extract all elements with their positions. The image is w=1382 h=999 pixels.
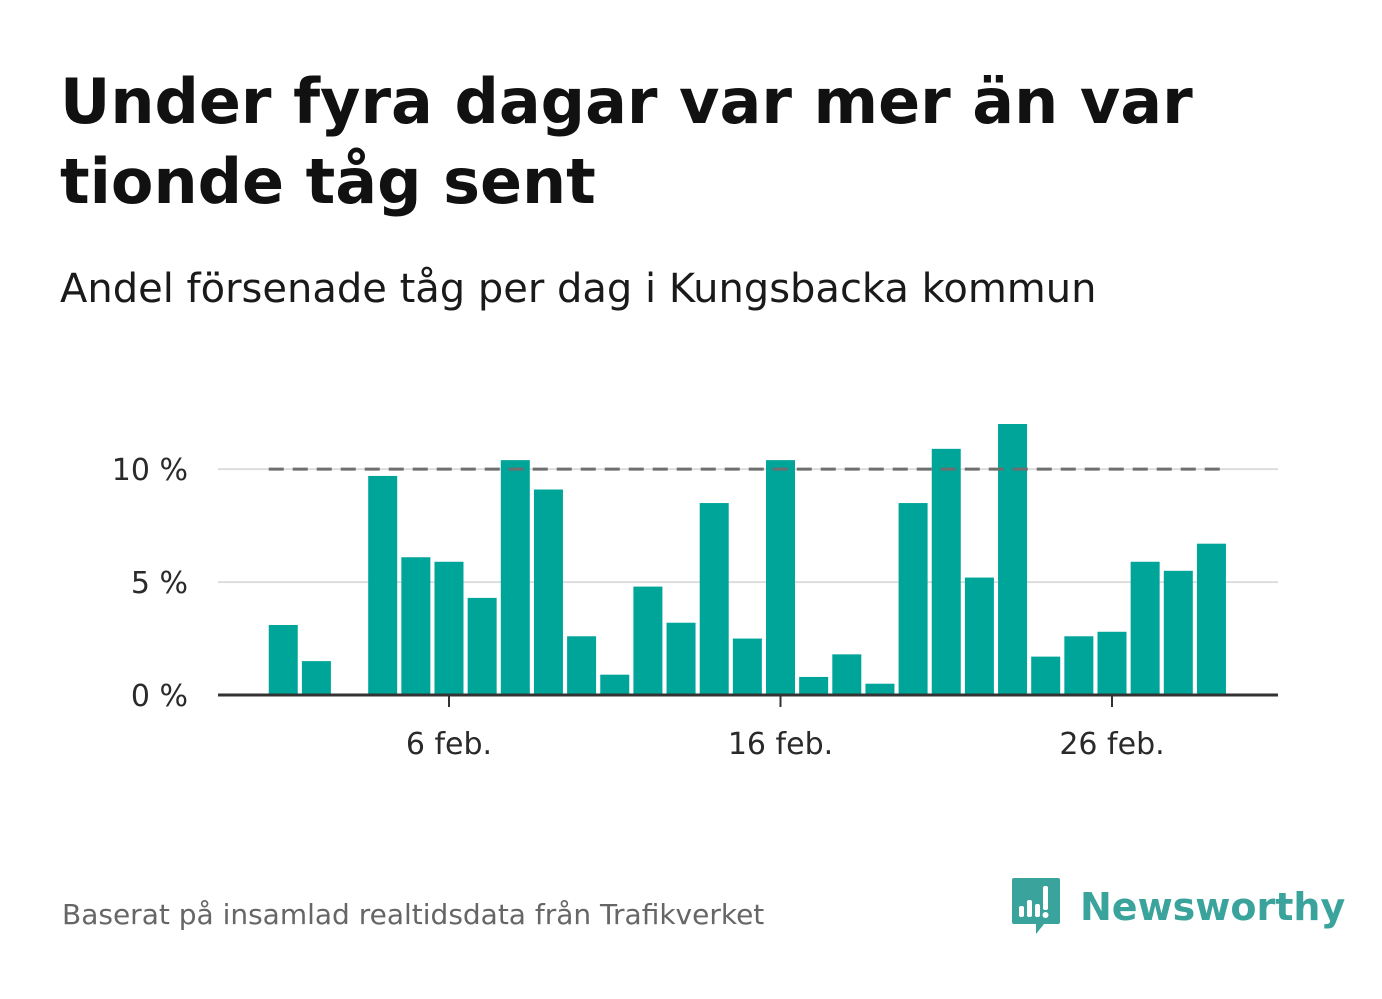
y-tick-label: 10 % <box>112 453 188 488</box>
y-tick-label: 5 % <box>131 566 188 601</box>
bar <box>600 674 630 695</box>
y-tick-label: 0 % <box>131 679 188 714</box>
bar <box>533 489 563 695</box>
brand-logo: Newsworthy <box>1010 876 1345 938</box>
bar <box>1064 636 1094 695</box>
bar <box>301 661 331 695</box>
x-tick-label: 16 feb. <box>728 727 833 762</box>
bar <box>401 557 431 695</box>
brand-name: Newsworthy <box>1080 885 1346 929</box>
bar <box>1031 656 1061 695</box>
bar-chart: 0 % 5 % 10 % 6 feb. 16 feb. 26 feb. <box>112 424 1278 762</box>
bar <box>998 424 1028 695</box>
source-note: Baserat på insamlad realtidsdata från Tr… <box>62 898 765 931</box>
bar <box>931 448 961 695</box>
bar <box>898 503 928 695</box>
bar <box>368 475 398 695</box>
bar <box>567 636 597 695</box>
chart-subtitle: Andel försenade tåg per dag i Kungsbacka… <box>60 266 1097 312</box>
bar <box>699 503 729 695</box>
x-tick-label: 26 feb. <box>1059 727 1164 762</box>
bar <box>434 561 464 695</box>
bar <box>666 622 696 695</box>
newsworthy-logo-icon <box>1012 878 1060 934</box>
bar <box>766 460 795 695</box>
bar <box>1097 631 1127 695</box>
bar <box>1196 543 1226 695</box>
bar <box>268 624 298 695</box>
bar <box>1130 561 1160 695</box>
bar <box>500 460 530 695</box>
bar <box>633 586 663 695</box>
chart-title: Under fyra dagar var mer än var tionde t… <box>60 65 1193 218</box>
bar <box>732 638 762 695</box>
bar <box>832 654 862 695</box>
bar <box>799 676 829 695</box>
bar <box>865 683 895 695</box>
bar <box>467 597 497 695</box>
x-tick-label: 6 feb. <box>406 727 492 762</box>
bar <box>964 577 994 695</box>
bar <box>1163 570 1193 695</box>
